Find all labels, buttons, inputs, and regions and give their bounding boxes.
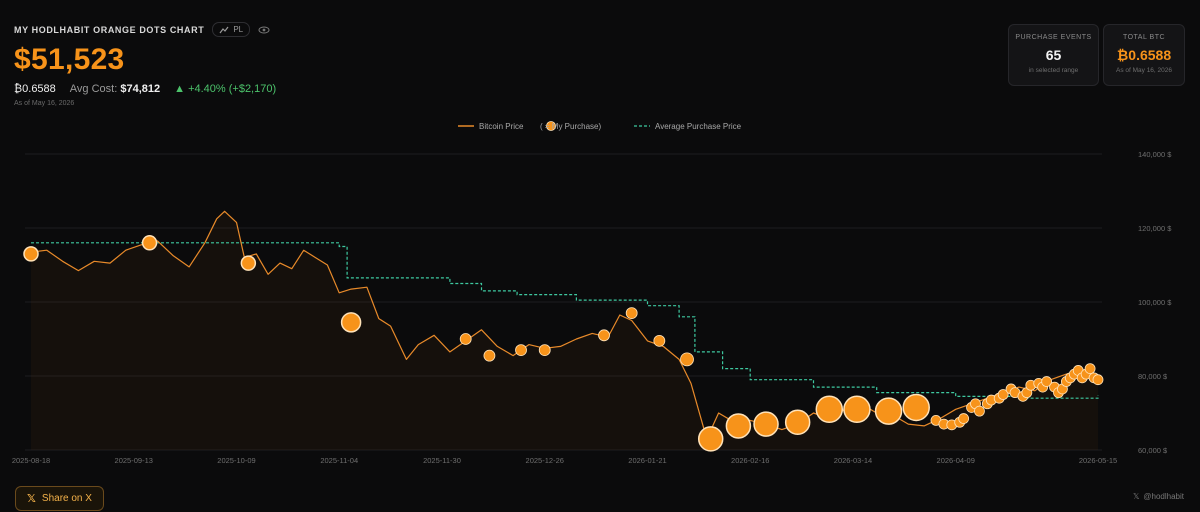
legend-purchase-label: ( = My Purchase) [540,122,601,131]
purchase-dot [515,344,527,357]
purchase-dot [459,333,472,345]
purchase-dot [974,405,985,417]
purchase-dot [483,349,496,362]
x-tick-label: 2025-08-18 [12,456,50,465]
purchase-dot [753,411,779,437]
credit-handle: @hodlhabit [1143,492,1184,501]
purchase-events-card: PURCHASE EVENTS 65 in selected range [1008,24,1099,86]
card-sub: in selected range [1028,67,1079,74]
purchase-dot [1084,363,1096,375]
purchase-dot [784,409,811,435]
portfolio-value: $51,523 [14,43,125,76]
y-tick-label: 120,000 $ [1138,224,1172,233]
share-label: Share on X [41,493,92,504]
purchase-dot [958,413,970,424]
purchase-dot [843,395,871,424]
purchase-dot [598,329,610,342]
average-purchase-price-line [31,242,1099,399]
purchase-dot [997,389,1009,400]
avg-cost-label: Avg Cost: [69,83,118,95]
x-tick-label: 2026-03-14 [834,456,872,465]
btc-amount: ₿0.6588 [14,83,56,95]
card-value: 65 [1045,47,1062,63]
x-tick-label: 2025-09-13 [115,456,153,465]
purchase-dot [725,413,752,439]
x-tick-label: 2025-11-04 [320,456,358,465]
as-of-date: As of May 16, 2026 [14,100,75,107]
card-label: TOTAL BTC [1122,34,1166,41]
legend-avg-label: Average Purchase Price [655,122,742,131]
purchase-dot [653,334,666,347]
card-sub: As of May 16, 2026 [1115,67,1172,74]
x-tick-label: 2025-12-26 [526,456,564,465]
pl-toggle-button[interactable]: PL [212,22,251,37]
purchase-dot [1041,376,1053,387]
bitcoin-price-line [30,210,1099,440]
card-value: ₿0.6588 [1116,47,1172,63]
y-tick-label: 80,000 $ [1138,372,1168,381]
purchase-dot [538,344,551,357]
avg-cost-value: $74,812 [120,83,161,95]
purchase-dot [625,307,638,320]
gain-value: ▲ +4.40% (+$2,170) [174,83,277,95]
card-label: PURCHASE EVENTS [1015,34,1092,41]
share-on-x-button[interactable]: 𝕏 Share on X [15,486,104,511]
purchase-dot [680,352,694,367]
x-tick-label: 2026-01-21 [628,456,666,465]
purchase-dot [902,393,930,422]
total-btc-card: TOTAL BTC ₿0.6588 As of May 16, 2026 [1103,24,1185,86]
purchase-dot [697,426,724,452]
purchase-dot [1092,374,1104,386]
y-tick-label: 60,000 $ [1138,446,1168,455]
y-tick-label: 140,000 $ [1138,150,1172,159]
credit: 𝕏 @hodlhabit [1133,492,1184,501]
trend-icon [219,26,229,33]
purchase-dot [874,397,903,425]
purchase-dot [141,235,158,251]
purchase-dot [23,246,39,262]
purchase-dot [340,312,362,333]
eye-icon[interactable] [258,24,270,36]
x-logo-icon: 𝕏 [1132,492,1140,501]
header: MY HODLHABIT ORANGE DOTS CHART PL $51,52… [14,22,276,107]
pl-label: PL [233,25,244,34]
purchase-dot [815,395,844,424]
x-tick-label: 2026-02-16 [731,456,769,465]
chart-title: MY HODLHABIT ORANGE DOTS CHART [14,24,205,35]
y-tick-label: 100,000 $ [1138,298,1172,307]
x-tick-label: 2026-05-15 [1079,456,1117,465]
purchase-dot [240,255,257,271]
x-tick-label: 2025-11-30 [423,456,461,465]
price-area [31,211,1098,450]
x-tick-label: 2025-10-09 [217,456,255,465]
legend-price-label: Bitcoin Price [479,122,524,131]
x-tick-label: 2026-04-09 [937,456,975,465]
legend-purchase-swatch [546,121,556,131]
x-logo-icon: 𝕏 [27,493,36,505]
